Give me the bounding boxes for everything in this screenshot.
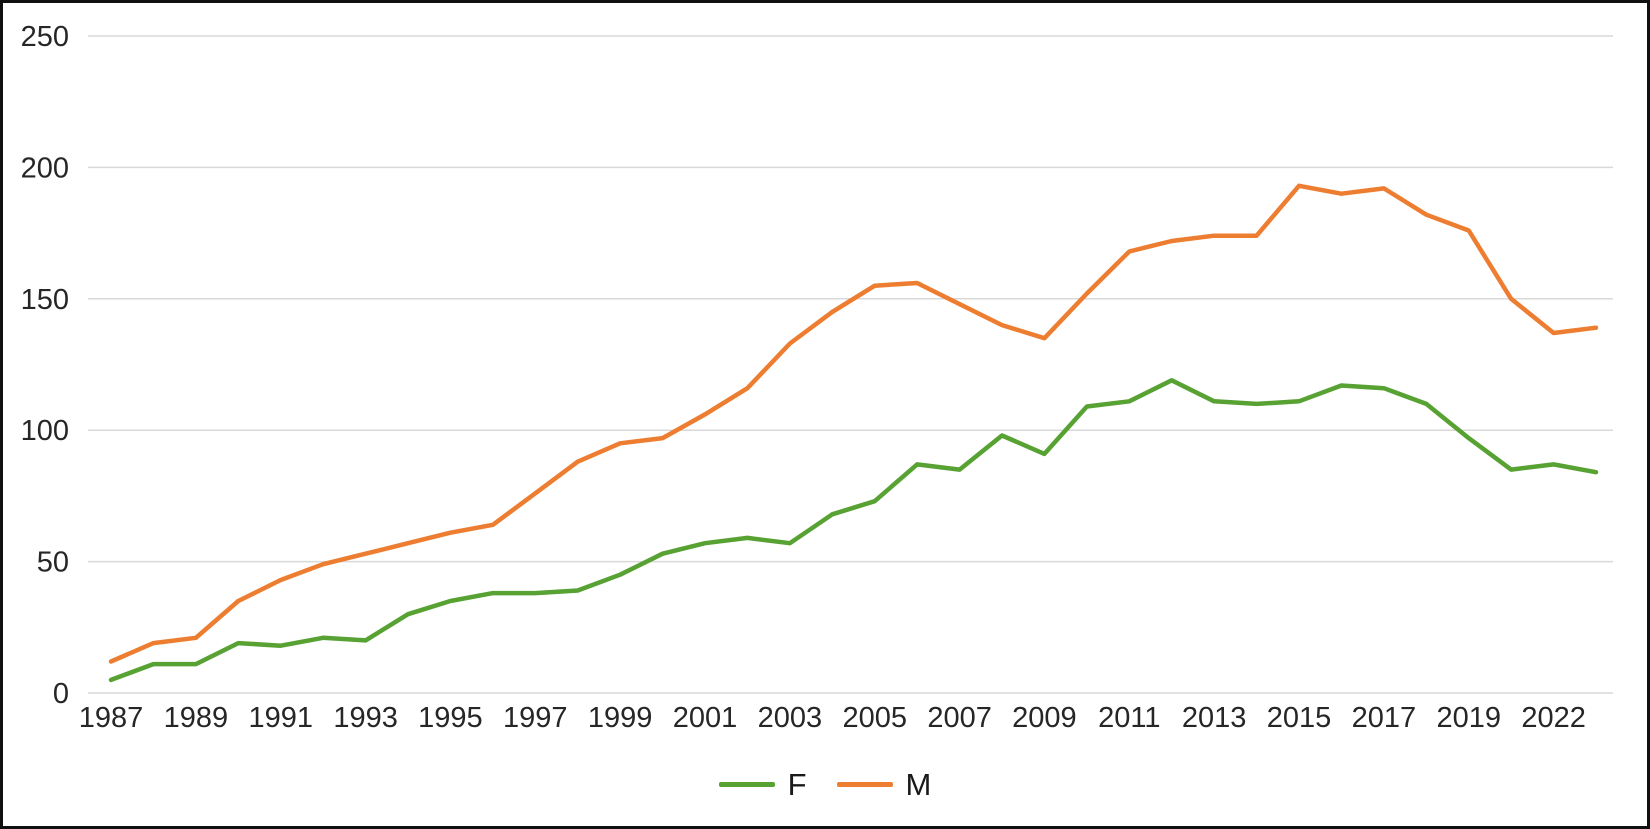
x-tick-label: 1991 — [248, 702, 313, 734]
x-tick-label: 2005 — [842, 702, 907, 734]
x-tick-label: 2015 — [1267, 702, 1332, 734]
x-tick-label: 2003 — [758, 702, 823, 734]
x-tick-label: 2007 — [927, 702, 992, 734]
x-tick-label: 1997 — [503, 702, 568, 734]
y-tick-label: 150 — [21, 284, 69, 316]
y-tick-label: 50 — [37, 547, 69, 579]
x-tick-label: 2009 — [1012, 702, 1077, 734]
y-tick-label: 200 — [21, 152, 69, 184]
x-tick-label: 2001 — [673, 702, 738, 734]
x-tick-label: 2011 — [1098, 702, 1160, 734]
x-tick-label: 2013 — [1182, 702, 1247, 734]
line-chart: 0 50 100 150 200 250 1987 1989 1991 1993 1995 1997 1… — [21, 21, 1613, 734]
x-tick-label: 1989 — [164, 702, 229, 734]
x-tick-label: 2022 — [1521, 702, 1586, 734]
y-tick-label: 0 — [53, 678, 69, 710]
x-tick-label: 1999 — [588, 702, 653, 734]
x-tick-label: 2017 — [1352, 702, 1417, 734]
x-tick-label: 1995 — [418, 702, 483, 734]
y-tick-label: 100 — [21, 415, 69, 447]
series-line-M — [108, 183, 1599, 664]
x-tick-label: 2019 — [1436, 702, 1501, 734]
x-tick-label: 1987 — [79, 702, 144, 734]
x-tick-label: 1993 — [333, 702, 398, 734]
series-line-F — [108, 378, 1599, 683]
y-tick-label: 250 — [21, 21, 69, 53]
